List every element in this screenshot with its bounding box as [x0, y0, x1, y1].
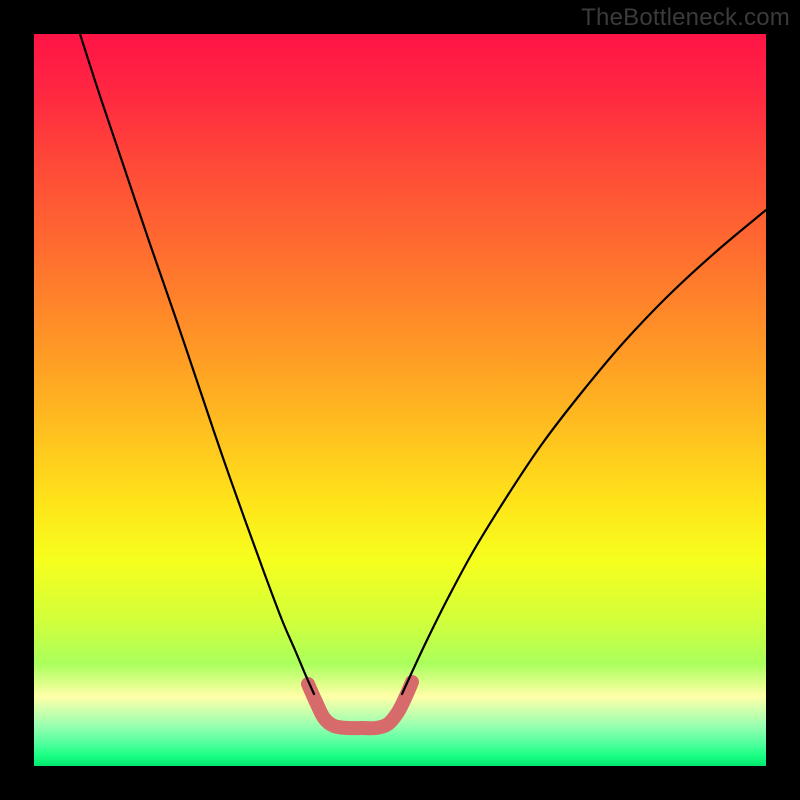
- watermark-text: TheBottleneck.com: [581, 4, 790, 32]
- plot-area: [34, 34, 766, 766]
- chart-svg: [0, 0, 800, 800]
